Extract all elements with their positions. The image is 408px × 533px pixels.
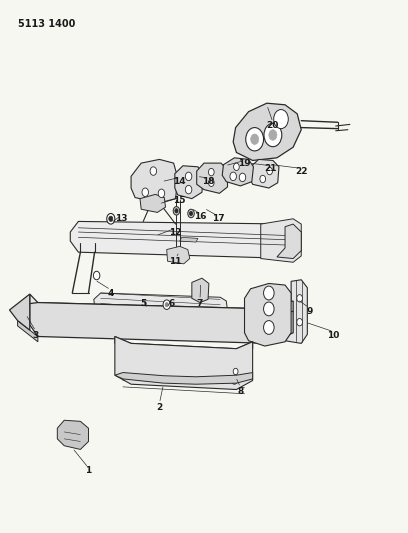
Polygon shape xyxy=(222,158,253,186)
Circle shape xyxy=(208,179,214,187)
Circle shape xyxy=(189,212,193,216)
Circle shape xyxy=(264,320,274,334)
Circle shape xyxy=(233,368,238,375)
Circle shape xyxy=(264,123,282,147)
Text: 4: 4 xyxy=(108,288,114,297)
Polygon shape xyxy=(233,103,301,160)
Text: 7: 7 xyxy=(197,299,203,308)
Circle shape xyxy=(158,189,165,198)
Text: 6: 6 xyxy=(169,299,175,308)
Circle shape xyxy=(274,110,288,128)
Circle shape xyxy=(173,207,180,215)
Text: 18: 18 xyxy=(202,177,214,186)
Polygon shape xyxy=(249,159,279,188)
Polygon shape xyxy=(140,195,166,213)
Circle shape xyxy=(185,172,192,181)
Text: 3: 3 xyxy=(33,331,39,340)
Circle shape xyxy=(175,209,178,213)
Polygon shape xyxy=(94,293,228,322)
Polygon shape xyxy=(192,278,209,303)
Circle shape xyxy=(208,168,214,176)
Circle shape xyxy=(251,134,259,144)
Text: 5113 1400: 5113 1400 xyxy=(18,19,75,29)
Circle shape xyxy=(163,300,171,310)
Circle shape xyxy=(185,185,192,194)
Circle shape xyxy=(269,130,277,140)
Circle shape xyxy=(246,127,264,151)
Polygon shape xyxy=(115,373,253,384)
Text: 11: 11 xyxy=(169,257,182,265)
Polygon shape xyxy=(18,320,38,342)
Circle shape xyxy=(260,175,266,183)
Circle shape xyxy=(297,318,302,326)
Text: 10: 10 xyxy=(328,331,340,340)
Circle shape xyxy=(188,209,194,217)
Circle shape xyxy=(297,295,302,302)
Text: 17: 17 xyxy=(212,214,224,223)
Text: 9: 9 xyxy=(306,307,313,316)
Circle shape xyxy=(264,302,274,316)
Text: 21: 21 xyxy=(265,164,277,173)
Polygon shape xyxy=(9,294,30,330)
Text: 12: 12 xyxy=(169,228,182,237)
Text: 22: 22 xyxy=(295,166,308,175)
Text: 5: 5 xyxy=(140,299,146,308)
Polygon shape xyxy=(285,280,307,343)
Text: 14: 14 xyxy=(173,177,186,186)
Circle shape xyxy=(230,172,236,181)
Circle shape xyxy=(264,286,274,300)
Circle shape xyxy=(165,303,169,307)
Circle shape xyxy=(239,173,246,182)
Circle shape xyxy=(142,188,149,197)
Polygon shape xyxy=(115,336,253,357)
Polygon shape xyxy=(115,336,253,390)
Text: 2: 2 xyxy=(156,402,162,411)
Polygon shape xyxy=(30,294,293,322)
Polygon shape xyxy=(131,159,177,203)
Circle shape xyxy=(109,216,113,221)
Polygon shape xyxy=(197,163,228,193)
Polygon shape xyxy=(180,237,198,242)
Polygon shape xyxy=(167,246,190,264)
Text: 16: 16 xyxy=(194,212,206,221)
Text: 19: 19 xyxy=(238,159,251,167)
Text: 15: 15 xyxy=(173,196,186,205)
Polygon shape xyxy=(70,221,301,259)
Circle shape xyxy=(232,377,237,384)
Text: 20: 20 xyxy=(267,122,279,131)
Circle shape xyxy=(267,167,273,175)
Polygon shape xyxy=(30,303,293,343)
Polygon shape xyxy=(244,284,291,346)
Text: 8: 8 xyxy=(237,386,244,395)
Text: 13: 13 xyxy=(115,214,127,223)
Polygon shape xyxy=(261,219,301,262)
Circle shape xyxy=(107,214,115,224)
Circle shape xyxy=(93,271,100,280)
Polygon shape xyxy=(57,420,89,449)
Polygon shape xyxy=(277,224,301,259)
Polygon shape xyxy=(175,166,203,199)
Circle shape xyxy=(234,163,239,171)
Circle shape xyxy=(150,167,157,175)
Text: 1: 1 xyxy=(85,466,92,475)
